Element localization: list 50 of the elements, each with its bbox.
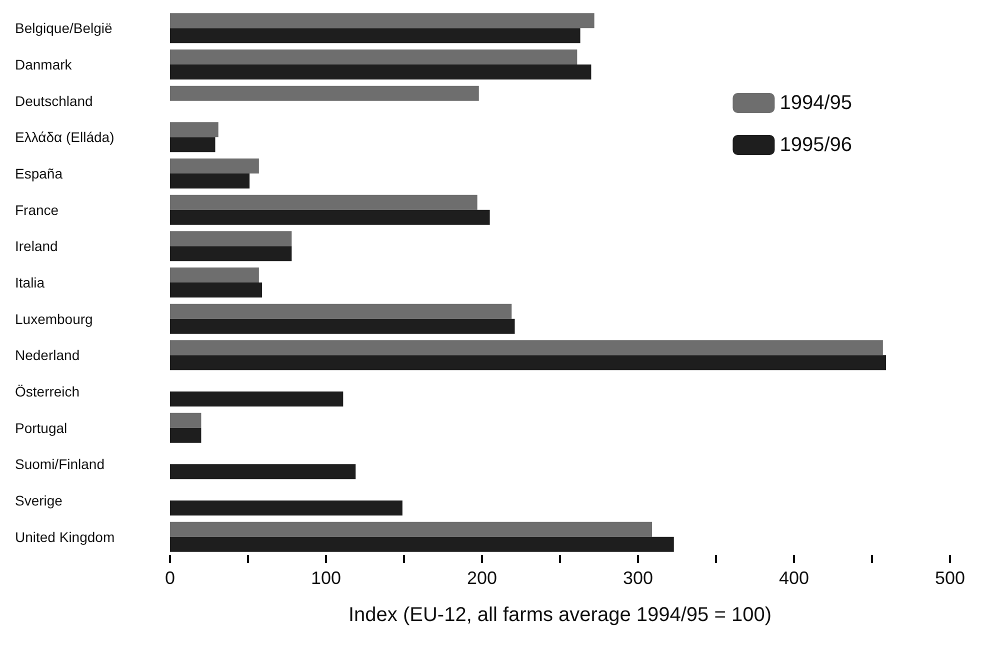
y-tick-label: United Kingdom (15, 528, 115, 545)
bar (170, 412, 202, 428)
bar (170, 158, 259, 174)
y-tick-label: Belgique/België (15, 20, 113, 36)
x-tick-label: 400 (778, 568, 810, 588)
y-tick-label: Nederland (15, 347, 80, 364)
bar (170, 392, 344, 406)
y-tick-label: Portugal (15, 420, 68, 436)
bar (170, 210, 490, 225)
bar (170, 13, 594, 28)
y-tick-label: Italia (15, 274, 45, 290)
y-tick-label: Deutschland (15, 92, 93, 109)
bar (170, 428, 202, 443)
bar (170, 174, 250, 188)
y-tick-label: Ελλάδα (Elláda) (15, 129, 114, 146)
x-tick-label: 0 (164, 568, 176, 588)
x-tick-label: 100 (310, 568, 342, 588)
bar (170, 86, 479, 101)
bar (170, 28, 580, 44)
bar (170, 318, 515, 334)
y-tick-label: Ireland (15, 238, 58, 254)
bar (170, 355, 886, 370)
bar (170, 268, 259, 282)
y-tick-label: Suomi/Finland (15, 456, 104, 472)
x-tick-label: 200 (466, 568, 498, 588)
x-tick-label: 300 (622, 568, 654, 588)
bar (170, 522, 652, 537)
y-tick-label: Sverige (15, 492, 63, 508)
bar (170, 464, 356, 480)
x-tick-label: 500 (934, 568, 966, 588)
bar (170, 231, 292, 246)
legend-label: 1994/95 (780, 92, 852, 114)
legend-label: 1995/96 (780, 134, 852, 156)
bar (170, 282, 262, 298)
bar (170, 536, 674, 552)
y-tick-label: España (15, 166, 63, 182)
bar (170, 304, 512, 319)
bar (170, 246, 292, 262)
bar (170, 194, 478, 210)
y-tick-label: Danmark (15, 56, 73, 72)
bar (170, 50, 578, 64)
y-tick-label: Luxembourg (15, 310, 93, 327)
x-axis-title: Index (EU-12, all farms average 1994/95 = 100) (348, 604, 772, 626)
bar (170, 137, 216, 152)
bar (170, 500, 402, 516)
bar (170, 340, 883, 356)
bar (170, 64, 592, 80)
y-tick-label: Österreich (15, 384, 80, 400)
y-tick-label: France (15, 202, 59, 218)
bar (170, 122, 218, 138)
